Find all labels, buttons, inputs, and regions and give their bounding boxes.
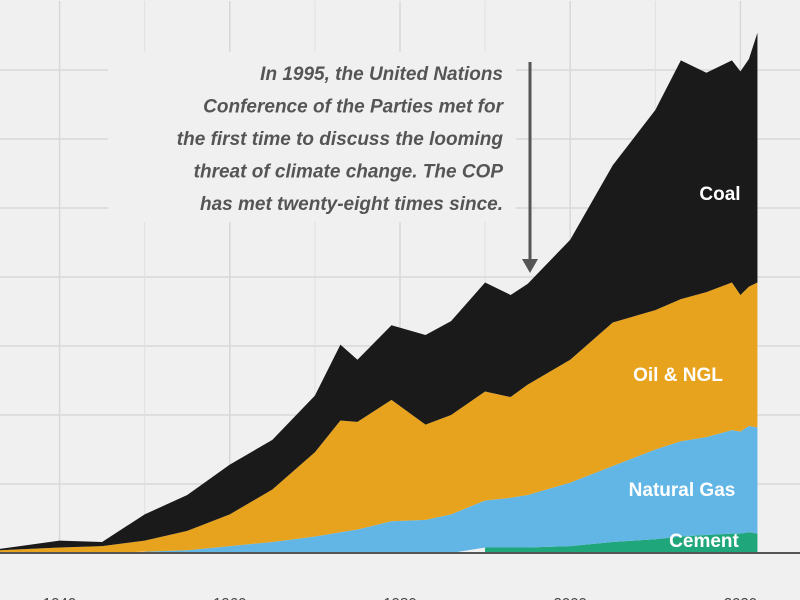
x-tick-label: 2020 xyxy=(724,595,757,600)
annotation-line: the first time to discuss the looming xyxy=(177,129,504,150)
x-tick-label: 2000 xyxy=(554,595,587,600)
arrow-head xyxy=(522,259,538,273)
annotation-line: In 1995, the United Nations xyxy=(260,64,503,85)
x-tick-label: 1940 xyxy=(43,595,76,600)
series-label: Oil & NGL xyxy=(633,365,723,386)
annotation: In 1995, the United Nations Conference of… xyxy=(177,64,505,215)
annotation-line: threat of climate change. The COP xyxy=(194,162,504,183)
annotation-box xyxy=(108,52,516,222)
area xyxy=(485,532,758,553)
annotation-line: Conference of the Parties met for xyxy=(203,97,504,118)
annotation-line: has met twenty-eight times since. xyxy=(200,194,503,215)
x-tick-label: 1980 xyxy=(383,595,416,600)
area xyxy=(0,32,758,551)
area xyxy=(144,426,758,553)
x-tick-label: 1960 xyxy=(213,595,246,600)
area xyxy=(0,282,758,553)
series-label: Natural Gas xyxy=(629,480,736,501)
series-label: Coal xyxy=(699,184,740,205)
series-label: Cement xyxy=(669,531,739,552)
